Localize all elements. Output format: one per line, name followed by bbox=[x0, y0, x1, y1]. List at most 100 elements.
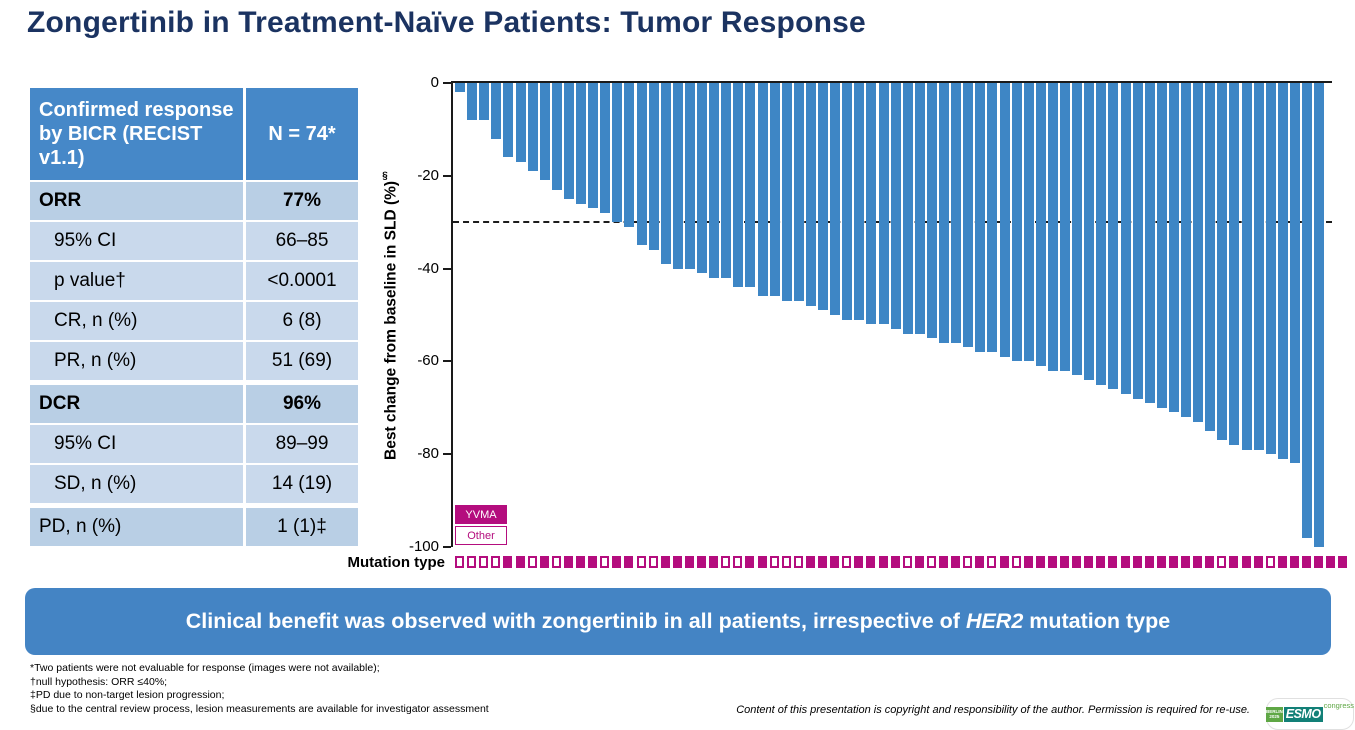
waterfall-bar bbox=[551, 83, 562, 190]
waterfall-bar bbox=[987, 83, 998, 353]
mutation-square-other bbox=[793, 556, 803, 568]
waterfall-bar bbox=[1314, 83, 1325, 547]
y-tick-label: -20 bbox=[417, 166, 439, 184]
esmo-wordmark: ESMO bbox=[1283, 706, 1323, 722]
waterfall-bar bbox=[697, 83, 707, 274]
waterfall-bar bbox=[1108, 83, 1119, 390]
waterfall-bar bbox=[709, 83, 720, 278]
mutation-square-yvma bbox=[951, 556, 961, 568]
waterfall-bar bbox=[612, 83, 623, 223]
mutation-square-yvma bbox=[1144, 556, 1154, 568]
y-axis-label: Best change from baseline in SLD (%)§ bbox=[379, 169, 400, 461]
mutation-square-yvma bbox=[515, 556, 525, 568]
esmo-congress-logo: BERLIN 2025 ESMO congress bbox=[1266, 698, 1354, 730]
row-label: 95% CI bbox=[30, 222, 246, 260]
waterfall-chart: YVMA Other 0 -20 -40 -60 -80 -100 bbox=[409, 74, 1332, 555]
waterfall-bar bbox=[1120, 83, 1131, 394]
table-row: ORR 77% bbox=[30, 182, 358, 220]
mutation-square-yvma bbox=[914, 556, 924, 568]
waterfall-bar bbox=[1047, 83, 1058, 371]
mutation-square-yvma bbox=[975, 556, 985, 568]
mutation-square-other bbox=[733, 556, 743, 568]
waterfall-bar bbox=[878, 83, 889, 325]
waterfall-bar bbox=[757, 83, 768, 297]
mutation-square-other bbox=[467, 556, 477, 568]
mutation-type-row bbox=[453, 556, 1355, 570]
row-value: 77% bbox=[246, 182, 358, 220]
row-value: 66–85 bbox=[246, 222, 358, 260]
response-table-body: ORR 77% 95% CI 66–85 p value† <0.0001 CR, n (%… bbox=[30, 182, 358, 546]
mutation-square-yvma bbox=[697, 556, 706, 568]
mutation-square-yvma bbox=[539, 556, 549, 568]
legend-other: Other bbox=[455, 526, 507, 545]
row-label: DCR bbox=[30, 385, 246, 423]
waterfall-bar bbox=[479, 83, 490, 121]
y-tick-label: -100 bbox=[408, 538, 439, 555]
waterfall-bar bbox=[902, 83, 913, 334]
row-value: <0.0001 bbox=[246, 262, 358, 300]
row-label: PD, n (%) bbox=[30, 508, 246, 546]
y-tick-label: 0 bbox=[430, 74, 439, 91]
mutation-square-yvma bbox=[684, 556, 694, 568]
y-tick-mark bbox=[443, 267, 451, 270]
row-label: PR, n (%) bbox=[30, 342, 246, 380]
waterfall-bar bbox=[539, 83, 550, 181]
waterfall-bar bbox=[951, 83, 962, 343]
waterfall-bar bbox=[1168, 83, 1179, 413]
mutation-square-yvma bbox=[1047, 556, 1057, 568]
mutation-square-yvma bbox=[745, 556, 755, 568]
waterfall-bar bbox=[1084, 83, 1095, 380]
waterfall-bar bbox=[842, 83, 853, 320]
mutation-square-other bbox=[636, 556, 646, 568]
waterfall-bar bbox=[781, 83, 792, 302]
mutation-square-yvma bbox=[1241, 556, 1251, 568]
y-tick-label: -80 bbox=[417, 445, 439, 463]
mutation-square-other bbox=[491, 556, 501, 568]
waterfall-bar bbox=[1023, 83, 1034, 362]
waterfall-bar bbox=[684, 83, 695, 269]
y-tick-mark bbox=[443, 360, 451, 363]
row-label: SD, n (%) bbox=[30, 465, 246, 503]
mutation-square-other bbox=[527, 556, 537, 568]
mutation-square-other bbox=[1011, 556, 1021, 568]
mutation-square-yvma bbox=[612, 556, 622, 568]
row-value: 96% bbox=[246, 385, 358, 423]
table-row: CR, n (%) 6 (8) bbox=[30, 302, 358, 340]
mutation-square-yvma bbox=[999, 556, 1009, 568]
waterfall-bar bbox=[672, 83, 683, 269]
waterfall-bar bbox=[600, 83, 611, 213]
row-label: ORR bbox=[30, 182, 246, 220]
y-tick-label: -40 bbox=[417, 259, 439, 277]
mutation-square-yvma bbox=[890, 556, 900, 568]
mutation-square-yvma bbox=[878, 556, 888, 568]
footnote-section: §due to the central review process, lesi… bbox=[30, 702, 489, 715]
waterfall-bar bbox=[1205, 83, 1216, 431]
section-sign-superscript: § bbox=[379, 169, 391, 181]
mutation-square-yvma bbox=[1314, 556, 1324, 568]
waterfall-bar bbox=[624, 83, 635, 227]
mutation-square-yvma bbox=[866, 556, 876, 568]
table-row: p value† <0.0001 bbox=[30, 262, 358, 300]
mutation-legend: YVMA Other bbox=[455, 505, 507, 545]
mutation-square-other bbox=[963, 556, 973, 568]
copyright-notice: Content of this presentation is copyrigh… bbox=[736, 704, 1250, 716]
row-label: 95% CI bbox=[30, 425, 246, 463]
row-value: 1 (1)‡ bbox=[246, 508, 358, 546]
table-row: SD, n (%) 14 (19) bbox=[30, 465, 358, 503]
row-value: 14 (19) bbox=[246, 465, 358, 503]
row-value: 89–99 bbox=[246, 425, 358, 463]
waterfall-bar bbox=[805, 83, 816, 306]
waterfall-bar bbox=[1132, 83, 1143, 399]
mutation-square-yvma bbox=[1156, 556, 1166, 568]
mutation-square-yvma bbox=[563, 556, 573, 568]
waterfall-bar bbox=[733, 83, 744, 288]
waterfall-bar bbox=[1011, 83, 1022, 362]
footnote-asterisk: *Two patients were not evaluable for res… bbox=[30, 662, 380, 674]
waterfall-bar bbox=[1253, 83, 1264, 450]
mutation-square-yvma bbox=[939, 556, 948, 568]
mutation-square-yvma bbox=[854, 556, 864, 568]
mutation-square-yvma bbox=[1108, 556, 1118, 568]
y-tick-mark bbox=[443, 174, 451, 177]
waterfall-bar bbox=[1277, 83, 1288, 459]
